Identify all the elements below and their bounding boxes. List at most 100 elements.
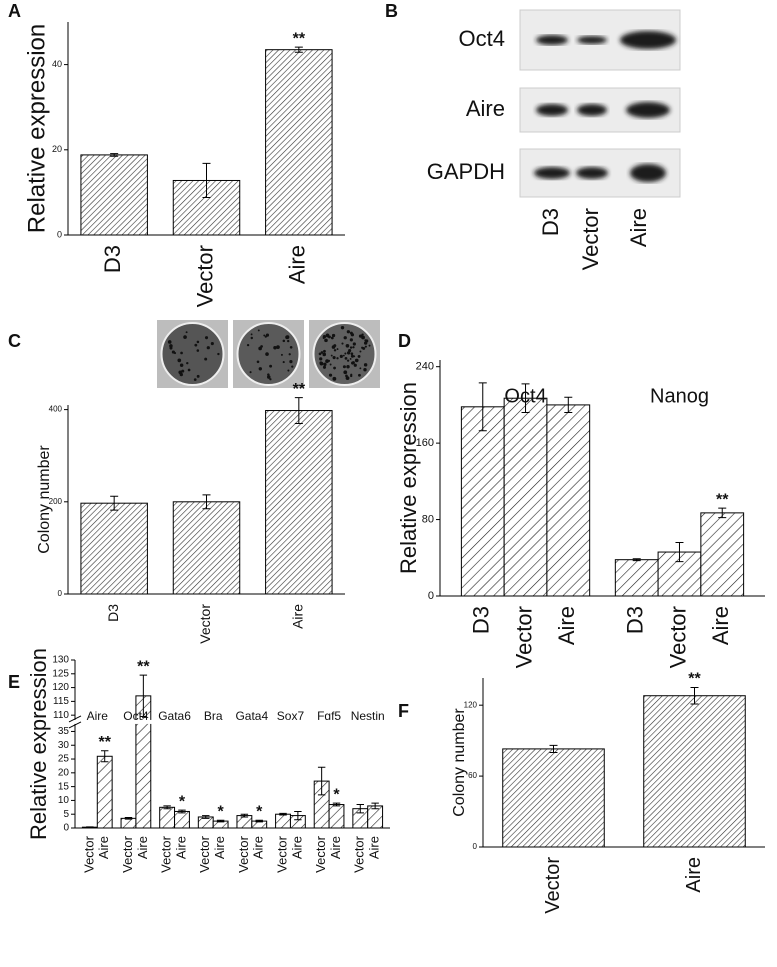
colony-dot [181,369,185,373]
y-tick-label: 40 [52,59,62,69]
error-bar [279,812,287,816]
colony-dot [320,351,324,354]
colony-dot [361,335,365,340]
colony-dot [359,367,362,370]
y-tick-label: 400 [49,405,63,414]
colony-dot [329,363,332,366]
y-tick-label: 130 [52,655,69,666]
colony-dot [289,360,293,364]
y-tick-label: 160 [416,437,434,449]
error-bar [294,46,303,53]
colony-dot [269,378,272,381]
y-axis-label: Relative expression [23,24,50,233]
colony-dot [282,361,285,364]
band [577,36,607,44]
colony-dot [341,342,344,345]
x-tick-label: Vector [159,835,174,873]
x-tick-label: Aire [285,245,310,284]
axis-break [69,719,390,724]
colony-dot [256,360,260,364]
colony-dot [325,359,329,364]
y-tick-label: 20 [52,144,62,154]
error-bar [202,162,211,199]
colony-dot [343,370,348,375]
colony-dot [361,333,364,336]
y-tick-label: 110 [53,710,69,721]
colony-dot [350,374,353,378]
bar [174,810,190,829]
band [577,104,607,116]
panel-label: B [385,1,398,21]
band [630,164,666,182]
error-bar [549,744,558,753]
y-tick-label: 0 [58,589,63,598]
colony-dot [258,367,263,371]
colony-dot [357,354,361,358]
colony-dot [330,336,334,340]
lane-label: D3 [538,208,563,236]
error-bar [86,826,94,828]
y-tick-label: 120 [52,682,69,693]
colony-dot [322,353,326,357]
colony-dot [352,346,355,349]
colony-dot [171,350,176,354]
y-tick-label: 10 [58,795,70,806]
colony-dot [246,343,250,347]
y-tick-label: 240 [416,361,434,373]
x-tick-label: Aire [96,836,111,859]
x-tick-label: Vector [197,835,212,873]
y-axis-label: Colony number [36,445,53,554]
colony-dot [265,352,269,356]
row-label: GAPDH [427,159,505,184]
bar [80,502,148,595]
colony-dot [364,339,367,342]
y-tick-label: 0 [57,229,62,239]
colony-dot [333,349,337,352]
x-tick-label: Vector [665,606,690,668]
y-tick-label: 30 [58,740,70,751]
error-bar [478,382,487,432]
lane-label: Vector [578,208,603,270]
colony-dot [217,352,220,356]
band [626,102,670,118]
colony-dot [354,358,359,363]
colony-dot [349,346,353,349]
y-tick-label: 0 [428,590,434,602]
group-label: Gata4 [235,709,268,723]
colony-dot [196,349,200,352]
colony-dot [333,344,337,348]
x-tick-label: Aire [328,836,343,859]
band [620,31,676,49]
error-bar [718,507,727,519]
bar [643,695,746,848]
colony-dot [340,325,345,330]
x-tick-label: Aire [251,836,266,859]
colony-dot [358,373,361,377]
colony-dot [169,344,173,348]
colony-dot [346,359,350,362]
colony-dot [346,330,351,334]
x-tick-label: Vector [511,606,536,668]
x-tick-label: Vector [313,835,328,873]
error-bar [675,541,684,563]
x-tick-label: Aire [289,836,304,859]
colony-dot [358,334,363,338]
colony-dot [193,378,197,381]
row-label: Oct4 [459,26,505,51]
y-tick-label: 0 [473,842,478,851]
colony-dot [178,370,183,375]
x-tick-label: Aire [554,606,579,645]
error-bar [110,495,119,511]
colony-dot [210,342,214,346]
colony-dot [359,350,362,353]
x-tick-label: Vector [81,835,96,873]
significance: ** [137,658,150,675]
x-tick-label: D3 [100,245,125,273]
bar [265,49,333,236]
colony-dot [349,338,353,342]
error-bar [564,396,573,414]
colony-dot [180,351,183,355]
group-label: Nestin [351,709,385,723]
colony-dot [196,340,200,344]
colony-dot [291,365,294,368]
